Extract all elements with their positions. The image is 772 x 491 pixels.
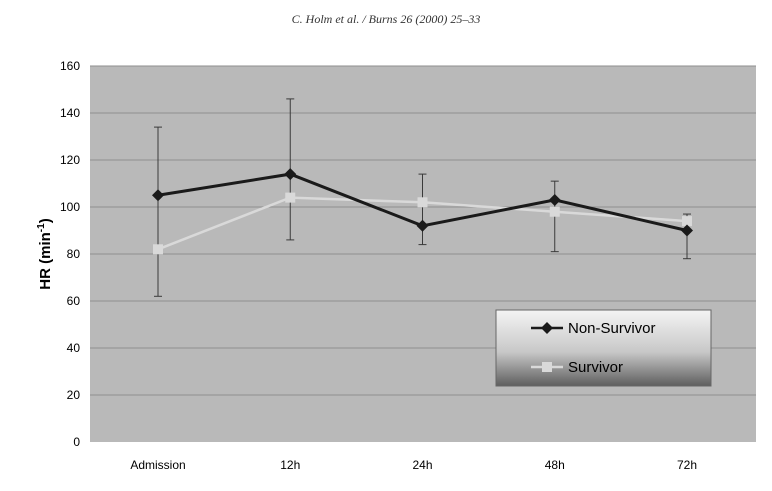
legend: Non-Survivor Survivor [495, 309, 712, 387]
y-tick-label: 140 [60, 106, 80, 120]
data-point-survivor [153, 244, 163, 255]
legend-box [495, 309, 712, 387]
x-tick-label: 48h [545, 458, 565, 472]
data-point-survivor [682, 216, 692, 227]
data-point-non-survivor [152, 189, 164, 202]
y-tick-label: 80 [67, 247, 81, 261]
data-point-non-survivor [681, 224, 693, 237]
x-tick-label: Admission [130, 458, 185, 472]
series-markers [152, 168, 693, 255]
y-tick-label: 0 [73, 435, 80, 449]
y-tick-label: 100 [60, 200, 80, 214]
legend-marker-non-survivor [541, 322, 553, 334]
y-axis-label: HR (min-1) [36, 218, 54, 289]
data-point-survivor [285, 192, 296, 203]
data-point-non-survivor [284, 168, 297, 181]
data-point-survivor [417, 197, 428, 208]
x-tick-label: 24h [412, 458, 432, 472]
y-axis-ticks: 0 20 40 60 80 100 120 140 160 [60, 59, 80, 449]
data-point-non-survivor [416, 219, 429, 232]
grid-lines [90, 65, 756, 396]
x-axis-ticks: Admission 12h 24h 48h 72h [130, 458, 697, 472]
y-tick-label: 20 [67, 388, 81, 402]
x-tick-label: 72h [677, 458, 697, 472]
data-point-non-survivor [548, 193, 561, 206]
legend-label-non-survivor: Non-Survivor [568, 320, 656, 337]
y-tick-label: 40 [67, 341, 81, 355]
y-tick-label: 120 [60, 153, 80, 167]
legend-label-survivor: Survivor [568, 359, 623, 376]
data-point-survivor [549, 206, 560, 217]
page-header: C. Holm et al. / Burns 26 (2000) 25–33 [291, 12, 481, 26]
x-tick-label: 12h [280, 458, 300, 472]
legend-marker-survivor [542, 362, 552, 372]
y-tick-label: 160 [60, 59, 80, 73]
y-tick-label: 60 [67, 294, 81, 308]
